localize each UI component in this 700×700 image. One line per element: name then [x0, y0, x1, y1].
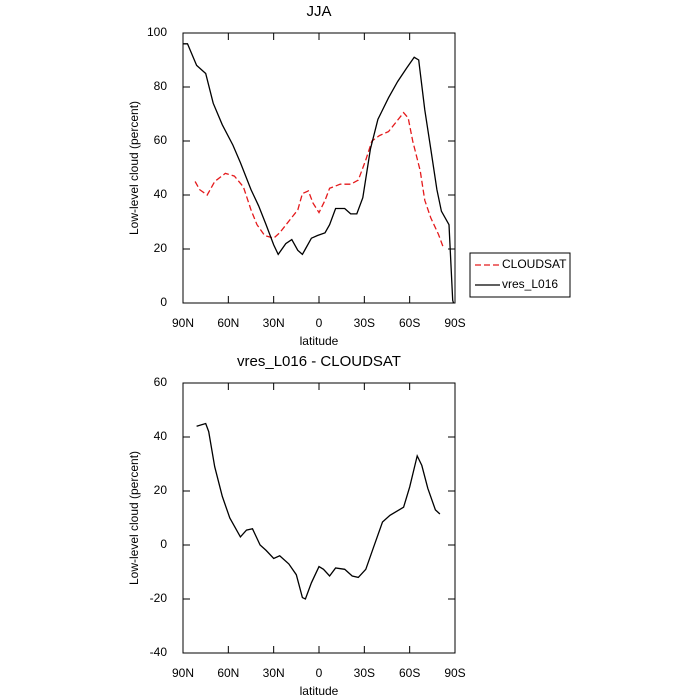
y-axis-label: Low-level cloud (percent) — [127, 101, 141, 235]
x-tick-label: 30N — [263, 666, 285, 680]
x-tick-label: 0 — [316, 316, 323, 330]
x-tick-label: 0 — [316, 666, 323, 680]
y-tick-label: 40 — [154, 187, 168, 201]
x-axis-label: latitude — [300, 334, 339, 348]
x-tick-label: 90N — [172, 666, 194, 680]
chart-title: vres_L016 - CLOUDSAT — [237, 353, 401, 370]
x-tick-label: 60S — [399, 666, 420, 680]
x-axis-label: latitude — [300, 684, 339, 698]
y-tick-label: -40 — [150, 645, 168, 659]
y-tick-label: 60 — [154, 133, 168, 147]
legend-box — [469, 252, 571, 298]
y-tick-label: 20 — [154, 483, 168, 497]
x-tick-label: 90S — [444, 316, 465, 330]
y-tick-label: 0 — [160, 537, 167, 551]
data-line — [196, 422, 441, 600]
x-tick-label: 90S — [444, 666, 465, 680]
x-tick-label: 60N — [217, 316, 239, 330]
y-tick-label: 0 — [160, 295, 167, 309]
y-axis-label: Low-level cloud (percent) — [127, 451, 141, 585]
y-tick-label: 100 — [147, 25, 167, 39]
legend-label: vres_L016 — [502, 277, 558, 291]
x-tick-label: 30S — [354, 666, 375, 680]
chart-title: JJA — [306, 3, 331, 20]
data-line — [183, 43, 455, 304]
y-tick-label: -20 — [150, 591, 168, 605]
x-tick-label: 60N — [217, 666, 239, 680]
x-tick-label: 90N — [172, 316, 194, 330]
x-tick-label: 30S — [354, 316, 375, 330]
legend-label: CLOUDSAT — [502, 257, 567, 271]
plot-frame — [182, 382, 456, 654]
x-tick-label: 30N — [263, 316, 285, 330]
y-tick-label: 80 — [154, 79, 168, 93]
data-line — [194, 111, 444, 247]
y-tick-label: 60 — [154, 375, 168, 389]
y-tick-label: 40 — [154, 429, 168, 443]
y-tick-label: 20 — [154, 241, 168, 255]
plot-frame — [182, 32, 456, 304]
x-tick-label: 60S — [399, 316, 420, 330]
